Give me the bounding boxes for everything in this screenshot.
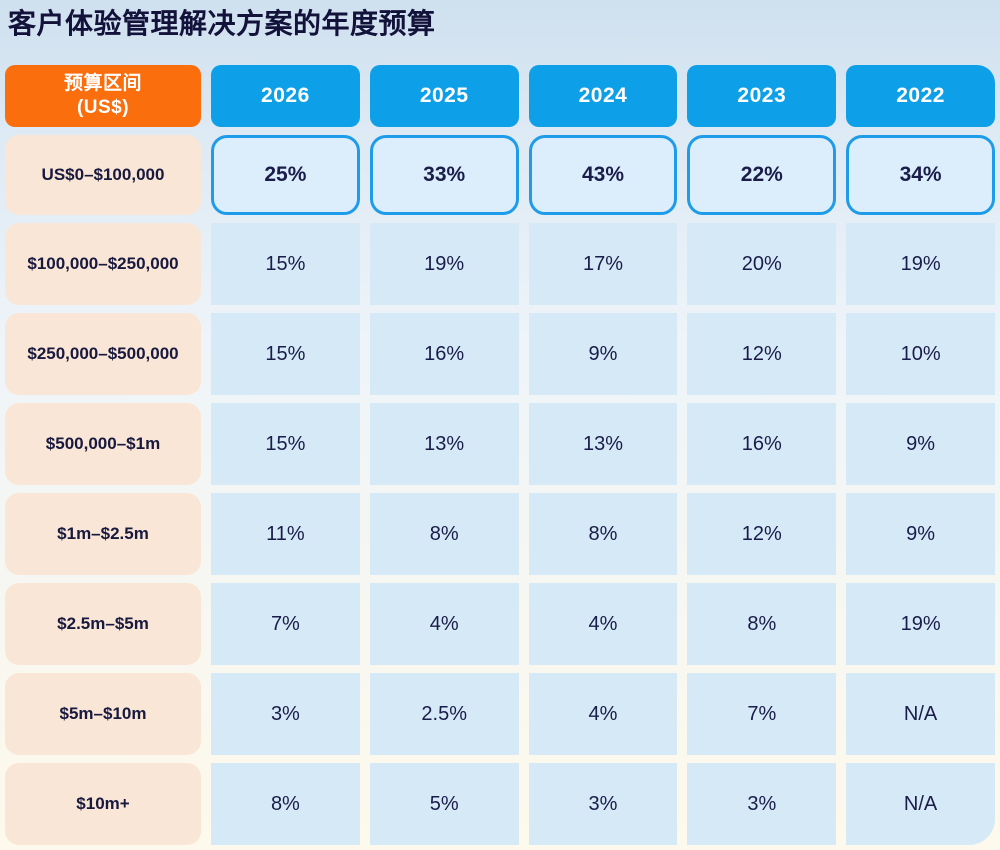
value-cell: 34% xyxy=(846,135,995,215)
corner-header-line1: 预算区间 xyxy=(63,73,142,95)
value-cell: 12% xyxy=(687,493,837,575)
row-label: $10m+ xyxy=(5,763,201,845)
value-cell: 3% xyxy=(211,673,360,755)
value-cell: 9% xyxy=(846,403,995,485)
row-label: $1m–$2.5m xyxy=(5,493,201,575)
value-cell: 2.5% xyxy=(369,673,519,755)
year-header-2022: 2022 xyxy=(846,65,995,127)
value-cell: 13% xyxy=(528,403,678,485)
row-label: $250,000–$500,000 xyxy=(5,313,201,395)
value-cell: N/A xyxy=(846,673,995,755)
year-header-2024: 2024 xyxy=(528,65,678,127)
value-cell: 8% xyxy=(687,583,837,665)
value-cell: 15% xyxy=(211,403,360,485)
year-header-2026: 2026 xyxy=(211,65,360,127)
year-header-2025: 2025 xyxy=(369,65,519,127)
value-cell: 15% xyxy=(211,313,360,395)
row-label: US$0–$100,000 xyxy=(5,135,201,215)
value-cell: 13% xyxy=(369,403,519,485)
value-cell: 15% xyxy=(211,223,360,305)
value-cell: 8% xyxy=(369,493,519,575)
value-cell: 4% xyxy=(528,583,678,665)
value-cell: 43% xyxy=(528,135,678,215)
value-cell: 16% xyxy=(369,313,519,395)
value-cell: 7% xyxy=(211,583,360,665)
value-cell: 17% xyxy=(528,223,678,305)
value-cell: 16% xyxy=(687,403,837,485)
value-cell: 9% xyxy=(846,493,995,575)
value-cell: 5% xyxy=(369,763,519,845)
value-cell: 4% xyxy=(369,583,519,665)
value-cell: 3% xyxy=(528,763,678,845)
value-cell: 19% xyxy=(846,583,995,665)
year-header-2023: 2023 xyxy=(687,65,837,127)
value-cell: 3% xyxy=(687,763,837,845)
value-cell: 25% xyxy=(211,135,360,215)
value-cell: 12% xyxy=(687,313,837,395)
value-cell: 11% xyxy=(211,493,360,575)
value-cell: 7% xyxy=(687,673,837,755)
row-label: $100,000–$250,000 xyxy=(5,223,201,305)
row-label: $5m–$10m xyxy=(5,673,201,755)
row-label: $500,000–$1m xyxy=(5,403,201,485)
value-cell: 20% xyxy=(687,223,837,305)
budget-table: 预算区间 (US$) 2026 2025 2024 2023 2022 US$0… xyxy=(5,65,995,845)
value-cell: 4% xyxy=(528,673,678,755)
value-cell: 8% xyxy=(211,763,360,845)
value-cell: 9% xyxy=(528,313,678,395)
value-cell: N/A xyxy=(846,763,995,845)
corner-header-budget-range: 预算区间 (US$) xyxy=(5,65,201,127)
value-cell: 19% xyxy=(369,223,519,305)
row-label: $2.5m–$5m xyxy=(5,583,201,665)
value-cell: 19% xyxy=(846,223,995,305)
value-cell: 8% xyxy=(528,493,678,575)
corner-header-line2: (US$) xyxy=(76,97,130,118)
value-cell: 22% xyxy=(687,135,837,215)
value-cell: 33% xyxy=(369,135,519,215)
value-cell: 10% xyxy=(846,313,995,395)
page-title: 客户体验管理解决方案的年度预算 xyxy=(8,8,436,39)
